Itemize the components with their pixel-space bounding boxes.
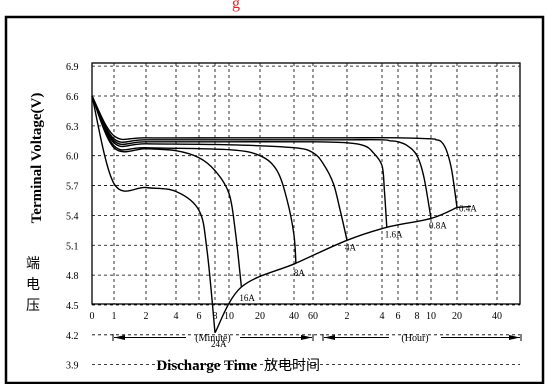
x-tick-label-3: 4 [174, 311, 179, 322]
x-tick-label-8: 40 [289, 311, 299, 322]
x-tick-label-9: 60 [308, 311, 318, 322]
series-line-0.4A [91, 95, 458, 208]
y-axis: 6.9 6.6 6.3 6.0 5.7 5.4 5.1 4.8 4.5 4.2 3.9 [66, 62, 79, 372]
series-group: 0.4A 0.8A 1.6A 4A 8A 16A 24A [91, 95, 477, 349]
plot-area [91, 62, 521, 305]
y-tick-label-0: 6.9 [66, 62, 79, 73]
series-label-0.4A: 0.4A [459, 203, 477, 213]
end-voltage-curve [214, 205, 472, 334]
y-axis-label: Terminal Voltage(V) [29, 93, 45, 224]
hour-range-indicator: (Hour) [322, 333, 522, 344]
x-tick-label-6: 10 [224, 311, 234, 322]
y-tick-label-6: 5.1 [66, 241, 79, 252]
x-tick-label-5: 8 [213, 311, 218, 322]
x-tick-label-2: 2 [144, 311, 149, 322]
x-tick-label-14: 10 [426, 311, 436, 322]
x-axis: 0 1 2 4 6 8 10 20 40 60 2 4 6 8 10 20 40 [90, 311, 503, 322]
y-axis-label-cn: 端电压 [26, 256, 40, 314]
x-axis-label-cn: 放电时间 [264, 358, 320, 374]
y-axis-label-cn-char-0: 端 [26, 256, 40, 272]
y-tick-label-4: 5.7 [66, 182, 79, 193]
top-caption: g [232, 0, 240, 12]
hour-unit-label: (Hour) [401, 333, 428, 344]
x-tick-label-13: 8 [415, 311, 420, 322]
x-tick-label-1: 1 [112, 311, 117, 322]
series-label-4A: 4A [345, 242, 357, 252]
x-tick-label-11: 4 [380, 311, 385, 322]
series-line-24A [91, 95, 216, 333]
y-tick-label-8: 4.5 [66, 301, 79, 312]
x-axis-label: Discharge Time [156, 358, 257, 374]
x-tick-label-10: 2 [345, 311, 350, 322]
x-tick-label-4: 6 [197, 311, 202, 322]
series-line-8A [91, 95, 297, 264]
series-label-24A: 24A [211, 339, 227, 349]
x-tick-label-12: 6 [396, 311, 401, 322]
y-axis-label-cn-char-2: 压 [26, 299, 40, 314]
series-label-8A: 8A [294, 268, 306, 278]
y-tick-label-5: 5.4 [66, 211, 79, 222]
x-tick-label-15: 20 [452, 311, 462, 322]
chart-frame [4, 15, 545, 384]
y-tick-label-10: 3.9 [66, 361, 79, 372]
y-tick-label-1: 6.6 [66, 92, 79, 103]
y-tick-label-2: 6.3 [66, 122, 79, 133]
minute-unit-label: (Minute) [195, 333, 231, 344]
series-label-0.8A: 0.8A [429, 220, 447, 230]
series-line-4A [91, 95, 348, 241]
x-tick-label-7: 20 [255, 311, 265, 322]
minute-range-indicator: (Minute) [112, 333, 314, 344]
y-axis-label-cn-char-1: 电 [26, 277, 40, 293]
y-tick-label-3: 6.0 [66, 152, 79, 163]
series-line-16A [91, 95, 243, 288]
y-tick-label-7: 4.8 [66, 271, 79, 282]
series-label-16A: 16A [239, 293, 255, 303]
series-label-1.6A: 1.6A [385, 229, 403, 239]
x-tick-label-0: 0 [90, 311, 95, 322]
x-tick-label-16: 40 [492, 311, 502, 322]
y-tick-label-9: 4.2 [66, 331, 79, 342]
series-line-1.6A [91, 95, 388, 228]
series-line-0.8A [91, 95, 432, 219]
